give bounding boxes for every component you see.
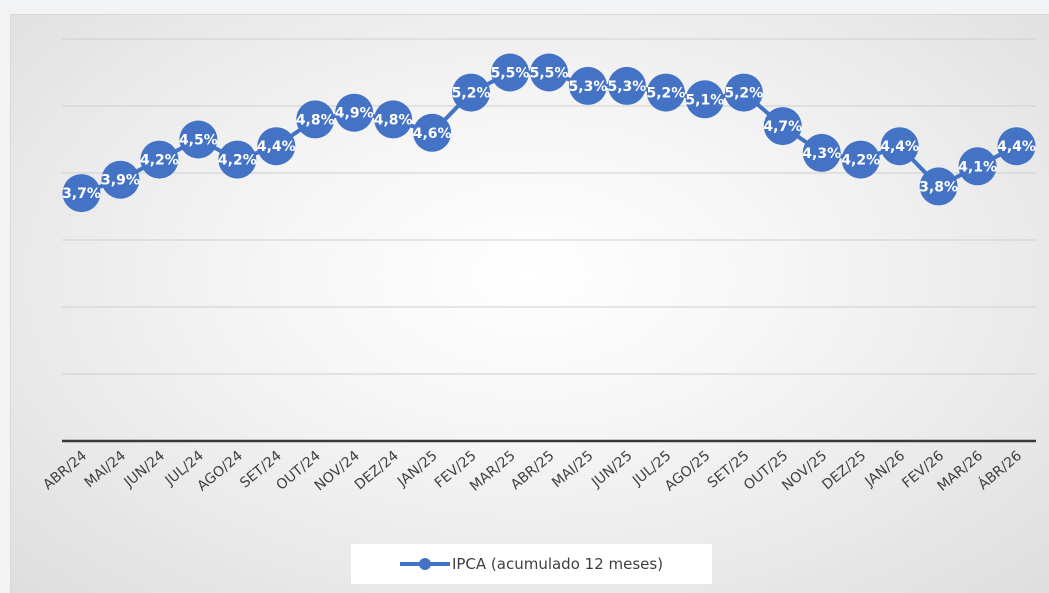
data-point: [140, 140, 179, 179]
data-label: 4,4%: [997, 139, 1036, 155]
data-label: 5,2%: [452, 86, 491, 102]
data-label: 4,6%: [413, 126, 452, 142]
x-tick-label: ÁBR/26: [975, 447, 1025, 493]
data-point: [179, 120, 218, 159]
legend: IPCA (acumulado 12 meses): [351, 544, 712, 584]
chart-area: [10, 14, 1049, 593]
x-tick-label: JAN/25: [394, 448, 441, 491]
legend-label: IPCA (acumulado 12 meses): [451, 555, 664, 573]
x-tick-label: JUN/24: [121, 448, 168, 491]
data-label: 5,2%: [646, 86, 685, 102]
data-point: [530, 53, 568, 92]
data-label: 4,3%: [802, 146, 841, 162]
data-label: 5,5%: [491, 66, 530, 82]
data-label: 4,4%: [257, 139, 296, 155]
data-point: [491, 53, 530, 92]
data-point: [335, 93, 374, 132]
data-point: [101, 160, 140, 199]
data-point: [413, 113, 452, 152]
data-point: [958, 147, 997, 186]
data-label: 4,1%: [958, 159, 997, 175]
data-label: 4,2%: [841, 153, 880, 169]
data-point: [997, 127, 1036, 166]
data-point: [296, 100, 335, 139]
data-label: 5,2%: [724, 86, 763, 102]
data-point: [880, 127, 919, 166]
data-point: [607, 66, 646, 105]
data-label: 4,2%: [140, 153, 179, 169]
data-label: 5,3%: [569, 79, 608, 95]
data-point: [724, 73, 763, 112]
data-point: [685, 80, 724, 119]
x-tick-label: MAI/24: [82, 448, 129, 491]
data-point: [646, 73, 685, 112]
data-point: [374, 100, 413, 139]
x-tick-label: DEZ/25: [819, 448, 869, 494]
data-point: [62, 174, 101, 213]
data-label: 4,9%: [335, 106, 374, 122]
data-label: 4,2%: [218, 153, 257, 169]
data-label: 4,8%: [296, 112, 335, 128]
data-label: 4,7%: [763, 119, 802, 135]
data-point: [919, 167, 958, 206]
data-label: 4,4%: [880, 139, 919, 155]
data-point: [218, 140, 257, 179]
data-label: 3,8%: [919, 179, 958, 195]
data-point: [802, 133, 841, 172]
x-tick-label: ABR/24: [40, 448, 90, 493]
x-tick-label: DEZ/24: [352, 448, 402, 494]
x-tick-label: ABR/25: [508, 448, 558, 493]
x-tick-label: JAN/26: [862, 448, 909, 491]
x-tick-label: MAI/25: [549, 448, 596, 491]
data-label: 4,8%: [374, 112, 413, 128]
data-label: 3,7%: [62, 186, 101, 202]
data-point: [257, 127, 296, 166]
data-point: [452, 73, 491, 112]
data-label: 5,3%: [608, 79, 647, 95]
legend-swatch-icon: [399, 557, 450, 571]
data-point: [568, 66, 607, 105]
data-label: 5,5%: [530, 66, 569, 82]
data-point: [841, 140, 880, 179]
data-label: 3,9%: [101, 173, 140, 189]
data-label: 4,5%: [179, 133, 218, 149]
data-point: [763, 107, 802, 146]
x-tick-label: JUN/25: [588, 448, 635, 491]
data-label: 5,1%: [685, 92, 724, 108]
